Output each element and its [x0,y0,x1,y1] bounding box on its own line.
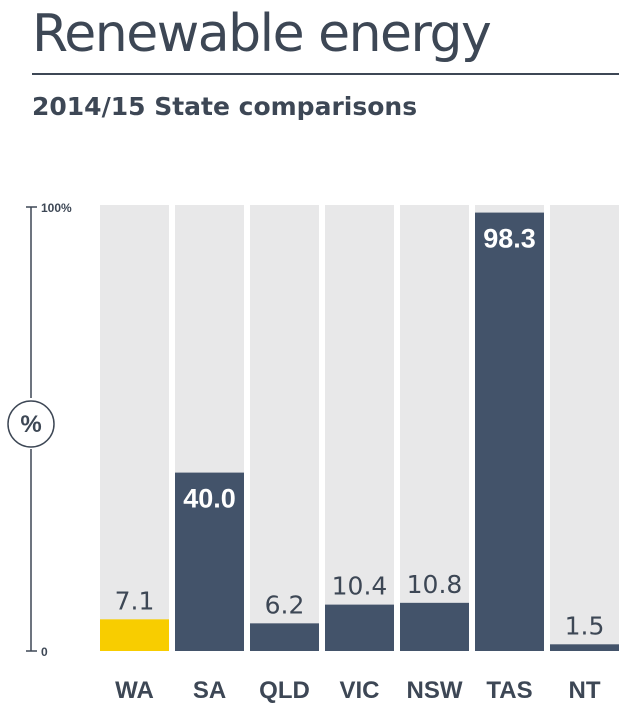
bar-track-qld [250,205,319,651]
value-label-nsw: 10.8 [407,570,463,599]
bar-qld [250,623,319,651]
value-label-tas: 98.3 [483,224,536,254]
category-label-vic: VIC [339,677,379,704]
y-axis-min-label: 0 [41,645,48,659]
bar-track-nsw [400,205,469,651]
bar-track-wa [100,205,169,651]
category-label-wa: WA [115,677,154,704]
title-divider [32,73,619,75]
bar-wa [100,619,169,651]
value-label-vic: 10.4 [332,572,388,601]
bar-sa [175,472,244,651]
chart-subtitle: 2014/15 State comparisons [32,92,418,121]
category-label-qld: QLD [259,677,310,704]
y-axis-unit-label: % [20,411,41,438]
bar-track-nt [550,205,619,651]
value-label-sa: 40.0 [183,484,236,514]
y-axis-max-label: 100% [41,201,72,215]
category-label-nt: NT [569,677,601,704]
value-label-nt: 1.5 [565,611,605,640]
bar-nsw [400,602,469,651]
category-label-nsw: NSW [407,677,463,704]
bar-tas [475,212,544,651]
category-label-tas: TAS [486,677,532,704]
bars-group: 7.1 WA 40.0 SA 6.2 QLD 10.4 VIC 10.8 NSW 98.3 TAS 1.… [100,205,619,704]
value-label-wa: 7.1 [115,586,155,615]
chart-title: Renewable energy [32,4,492,64]
y-axis-unit-badge [7,400,55,448]
y-axis: 100% 0 % [7,201,72,659]
bar-vic [325,604,394,651]
bar-nt [550,644,619,651]
category-label-sa: SA [193,677,226,704]
bar-track-vic [325,205,394,651]
value-label-qld: 6.2 [265,590,305,619]
